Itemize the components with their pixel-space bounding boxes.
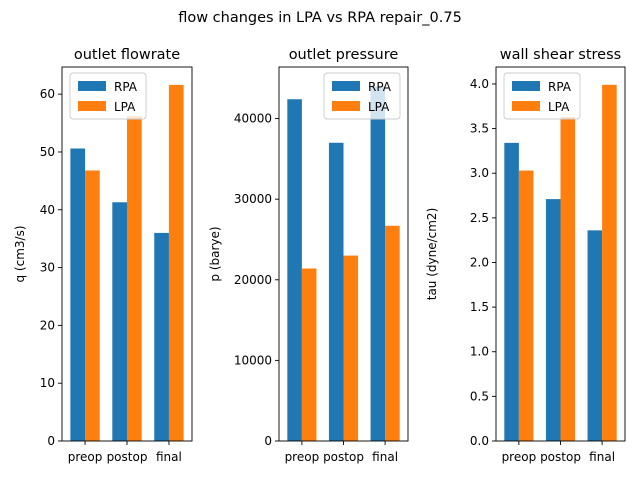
y-tick-label: 40000 — [234, 112, 272, 126]
legend: RPA LPA — [503, 72, 581, 120]
bar-rpa-final — [587, 230, 603, 441]
figure-suptitle: flow changes in LPA vs RPA repair_0.75 — [178, 10, 462, 26]
bar-rpa-final — [370, 86, 386, 441]
legend: RPA LPA — [69, 72, 147, 120]
legend: RPA LPA — [323, 72, 401, 120]
y-tick-label: 2.5 — [470, 211, 489, 225]
chart-title: outlet flowrate — [74, 47, 180, 63]
y-tick-label: 3.5 — [470, 122, 489, 136]
y-tick-label: 0 — [264, 434, 272, 448]
x-tick-label-final: final — [372, 450, 398, 464]
bar-lpa-preop — [301, 268, 317, 441]
y-tick-label: 10 — [40, 376, 55, 390]
bar-rpa-preop — [504, 142, 519, 441]
y-tick-label: 3.0 — [470, 166, 489, 180]
y-tick-label: 0.5 — [470, 389, 489, 403]
bar-lpa-postop — [560, 116, 576, 442]
y-tick-label: 4.0 — [470, 77, 489, 91]
bar-lpa-final — [385, 225, 400, 441]
y-tick-label: 0.0 — [470, 434, 489, 448]
y-axis-label: tau (dyne/cm2) — [425, 208, 439, 301]
y-tick-label: 20000 — [234, 273, 272, 287]
y-tick-label: 40 — [40, 203, 55, 217]
bar-lpa-final — [168, 84, 184, 442]
bar-rpa-postop — [328, 142, 344, 441]
x-tick-label-postop: postop — [323, 450, 364, 464]
chart-panel-1: 0 10 20 30 40 50 60 preop postop final outlet flow… — [13, 47, 193, 464]
bar-rpa-postop — [545, 199, 561, 441]
y-tick-label: 20 — [40, 318, 55, 332]
bar-lpa-postop — [343, 255, 359, 441]
y-tick-label: 1.5 — [470, 300, 489, 314]
legend-swatch-rpa — [512, 81, 540, 91]
bar-rpa-preop — [70, 148, 86, 441]
x-tick-label-preop: preop — [285, 450, 320, 464]
y-tick-label: 30 — [40, 261, 55, 275]
legend-label-lpa: LPA — [548, 100, 570, 114]
legend-swatch-lpa — [512, 101, 540, 111]
chart-title: outlet pressure — [289, 47, 399, 63]
bar-lpa-preop — [518, 170, 534, 442]
bar-rpa-postop — [112, 202, 127, 441]
legend-swatch-lpa — [332, 101, 360, 111]
legend-swatch-rpa — [332, 81, 360, 91]
chart-panel-2: 0 10000 20000 30000 40000 preop postop final out… — [208, 47, 409, 464]
bar-lpa-preop — [85, 170, 100, 441]
bar-rpa-final — [154, 232, 169, 441]
y-tick-label: 30000 — [234, 192, 272, 206]
chart-panel-3: 0.0 0.5 1.0 1.5 2.0 2.5 3.0 3.5 4.0 preop postop fi… — [425, 47, 626, 464]
y-tick-label: 0 — [47, 434, 55, 448]
x-tick-label-final: final — [156, 450, 182, 464]
legend-swatch-lpa — [78, 101, 106, 111]
legend-label-rpa: RPA — [114, 80, 138, 94]
y-tick-label: 10000 — [234, 353, 272, 367]
x-tick-label-preop: preop — [68, 450, 103, 464]
y-axis-label: p (barye) — [208, 226, 222, 281]
bar-lpa-final — [602, 84, 617, 441]
y-tick-label: 60 — [40, 87, 55, 101]
x-tick-label-preop: preop — [502, 450, 537, 464]
chart-title: wall shear stress — [500, 47, 621, 63]
bar-rpa-preop — [287, 99, 302, 442]
bar-lpa-postop — [127, 116, 142, 441]
x-tick-label-postop: postop — [540, 450, 581, 464]
y-tick-label: 1.0 — [470, 345, 489, 359]
legend-label-rpa: RPA — [548, 80, 572, 94]
legend-label-lpa: LPA — [114, 100, 136, 114]
y-axis-label: q (cm3/s) — [13, 225, 27, 282]
legend-label-lpa: LPA — [368, 100, 390, 114]
legend-swatch-rpa — [78, 81, 106, 91]
y-tick-label: 2.0 — [470, 255, 489, 269]
x-tick-label-postop: postop — [107, 450, 148, 464]
y-tick-label: 50 — [40, 145, 55, 159]
legend-label-rpa: RPA — [368, 80, 392, 94]
x-tick-label-final: final — [589, 450, 615, 464]
